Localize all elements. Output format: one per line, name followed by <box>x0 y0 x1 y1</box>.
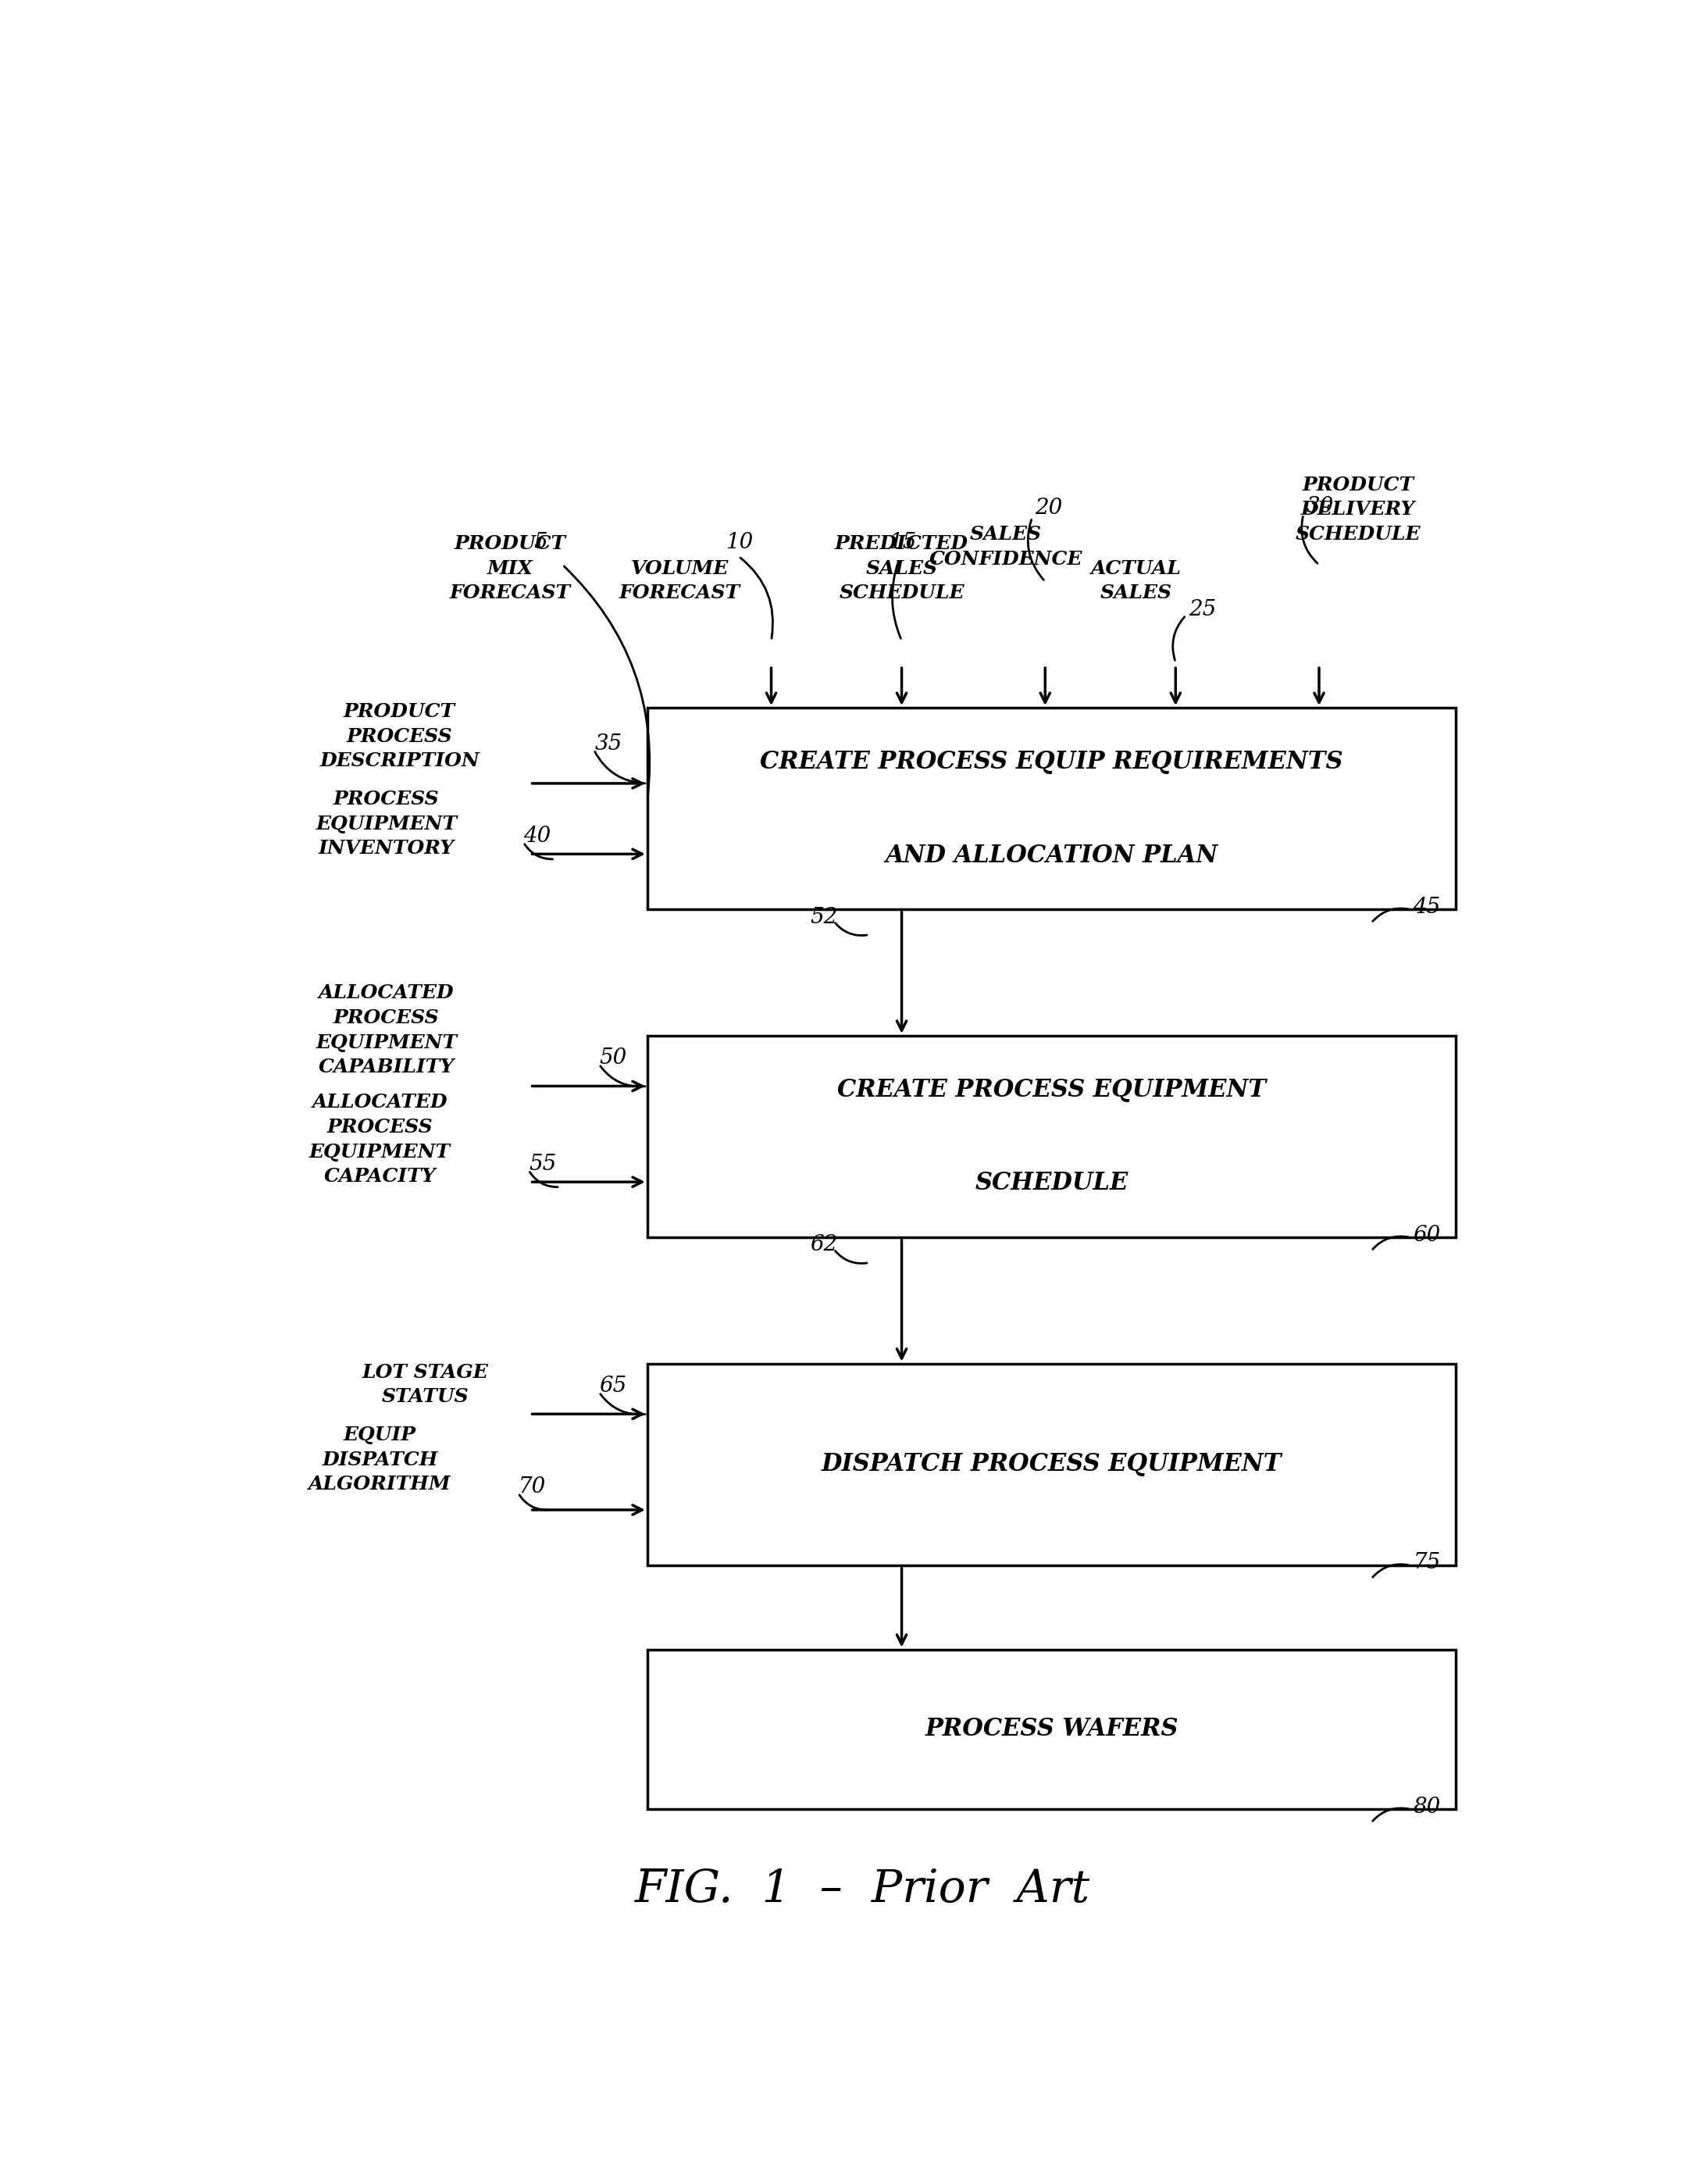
Text: PROCESS WAFERS: PROCESS WAFERS <box>926 1717 1178 1741</box>
Text: PRODUCT
MIX
FORECAST: PRODUCT MIX FORECAST <box>449 535 571 603</box>
Text: PREDICTED
SALES
SCHEDULE: PREDICTED SALES SCHEDULE <box>835 535 968 603</box>
Text: 62: 62 <box>811 1234 838 1256</box>
Text: 35: 35 <box>596 734 623 753</box>
Text: 55: 55 <box>528 1153 555 1175</box>
Text: CREATE PROCESS EQUIP REQUIREMENTS

AND ALLOCATION PLAN: CREATE PROCESS EQUIP REQUIREMENTS AND AL… <box>761 749 1343 867</box>
Text: 15: 15 <box>889 531 916 553</box>
Text: 30: 30 <box>1306 496 1333 518</box>
Text: VOLUME
FORECAST: VOLUME FORECAST <box>619 559 741 603</box>
Text: 60: 60 <box>1414 1225 1441 1245</box>
Text: ALLOCATED
PROCESS
EQUIPMENT
CAPACITY: ALLOCATED PROCESS EQUIPMENT CAPACITY <box>310 1092 451 1186</box>
Text: SALES
CONFIDENCE: SALES CONFIDENCE <box>929 526 1082 568</box>
Text: 70: 70 <box>518 1476 545 1498</box>
Text: PRODUCT
DELIVERY
SCHEDULE: PRODUCT DELIVERY SCHEDULE <box>1296 476 1420 544</box>
Text: 10: 10 <box>725 531 752 553</box>
Text: 25: 25 <box>1188 598 1217 620</box>
Text: ACTUAL
SALES: ACTUAL SALES <box>1091 559 1181 603</box>
Text: ALLOCATED
PROCESS
EQUIPMENT
CAPABILITY: ALLOCATED PROCESS EQUIPMENT CAPABILITY <box>316 983 458 1077</box>
Text: 45: 45 <box>1414 895 1441 917</box>
Text: 75: 75 <box>1414 1553 1441 1572</box>
Bar <box>648 1363 1456 1566</box>
Bar <box>648 1035 1456 1238</box>
Text: 50: 50 <box>599 1048 626 1068</box>
Text: 40: 40 <box>523 826 550 847</box>
Text: LOT STAGE
STATUS: LOT STAGE STATUS <box>362 1363 488 1406</box>
Text: 80: 80 <box>1414 1795 1441 1817</box>
Text: 5: 5 <box>534 531 547 553</box>
Bar <box>648 1649 1456 1808</box>
Text: 65: 65 <box>599 1376 626 1398</box>
Text: 52: 52 <box>811 906 838 928</box>
Text: DISPATCH PROCESS EQUIPMENT: DISPATCH PROCESS EQUIPMENT <box>821 1452 1282 1476</box>
Bar <box>648 708 1456 909</box>
Text: PRODUCT
PROCESS
DESCRIPTION: PRODUCT PROCESS DESCRIPTION <box>320 703 480 771</box>
Text: EQUIP
DISPATCH
ALGORITHM: EQUIP DISPATCH ALGORITHM <box>308 1426 451 1494</box>
Text: PROCESS
EQUIPMENT
INVENTORY: PROCESS EQUIPMENT INVENTORY <box>316 791 458 858</box>
Text: FIG.  1  –  Prior  Art: FIG. 1 – Prior Art <box>634 1867 1091 1911</box>
Text: CREATE PROCESS EQUIPMENT

SCHEDULE: CREATE PROCESS EQUIPMENT SCHEDULE <box>836 1077 1266 1195</box>
Text: 20: 20 <box>1035 498 1062 520</box>
